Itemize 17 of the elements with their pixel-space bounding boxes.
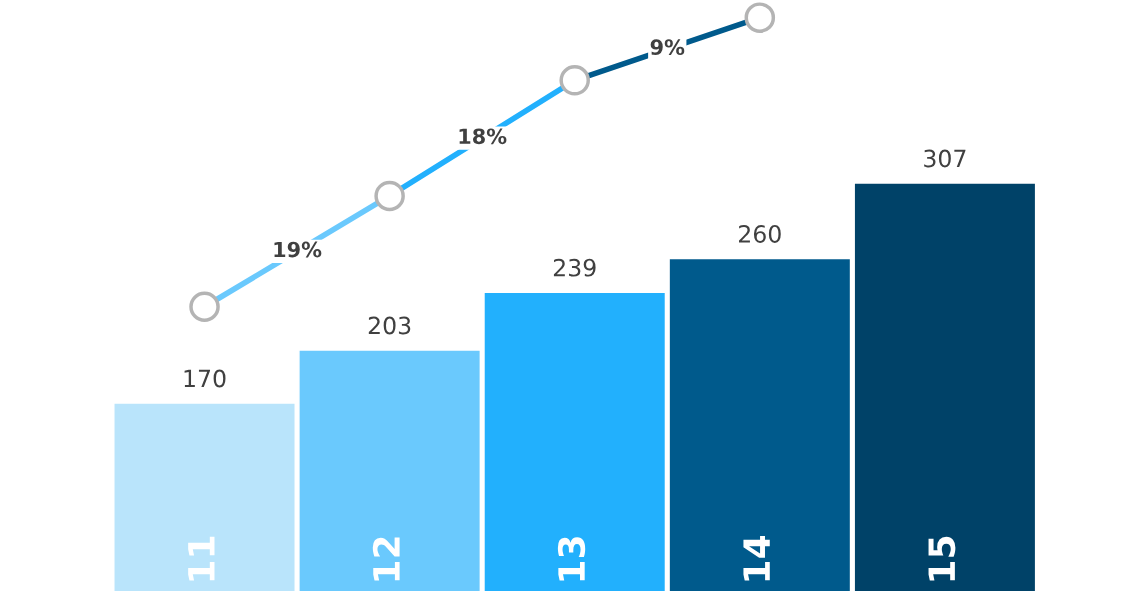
data-label: 203 — [368, 316, 411, 335]
annotation: 18% — [459, 128, 507, 145]
x-tick-label: 13 — [557, 537, 586, 581]
data-label: 260 — [739, 225, 781, 243]
x-tick-label: 11 — [188, 536, 215, 581]
annotation: 9% — [650, 39, 685, 56]
annotation: 19% — [274, 241, 322, 258]
point — [559, 65, 590, 96]
point — [744, 2, 776, 33]
data-label: 239 — [553, 258, 596, 277]
point — [374, 180, 405, 212]
x-tick-label: 12 — [372, 537, 400, 581]
data-label: 307 — [924, 149, 966, 168]
data-label: 170 — [184, 369, 226, 388]
point — [189, 291, 220, 323]
x-tick-label: 14 — [743, 535, 770, 581]
x-tick-label: 15 — [928, 536, 956, 581]
